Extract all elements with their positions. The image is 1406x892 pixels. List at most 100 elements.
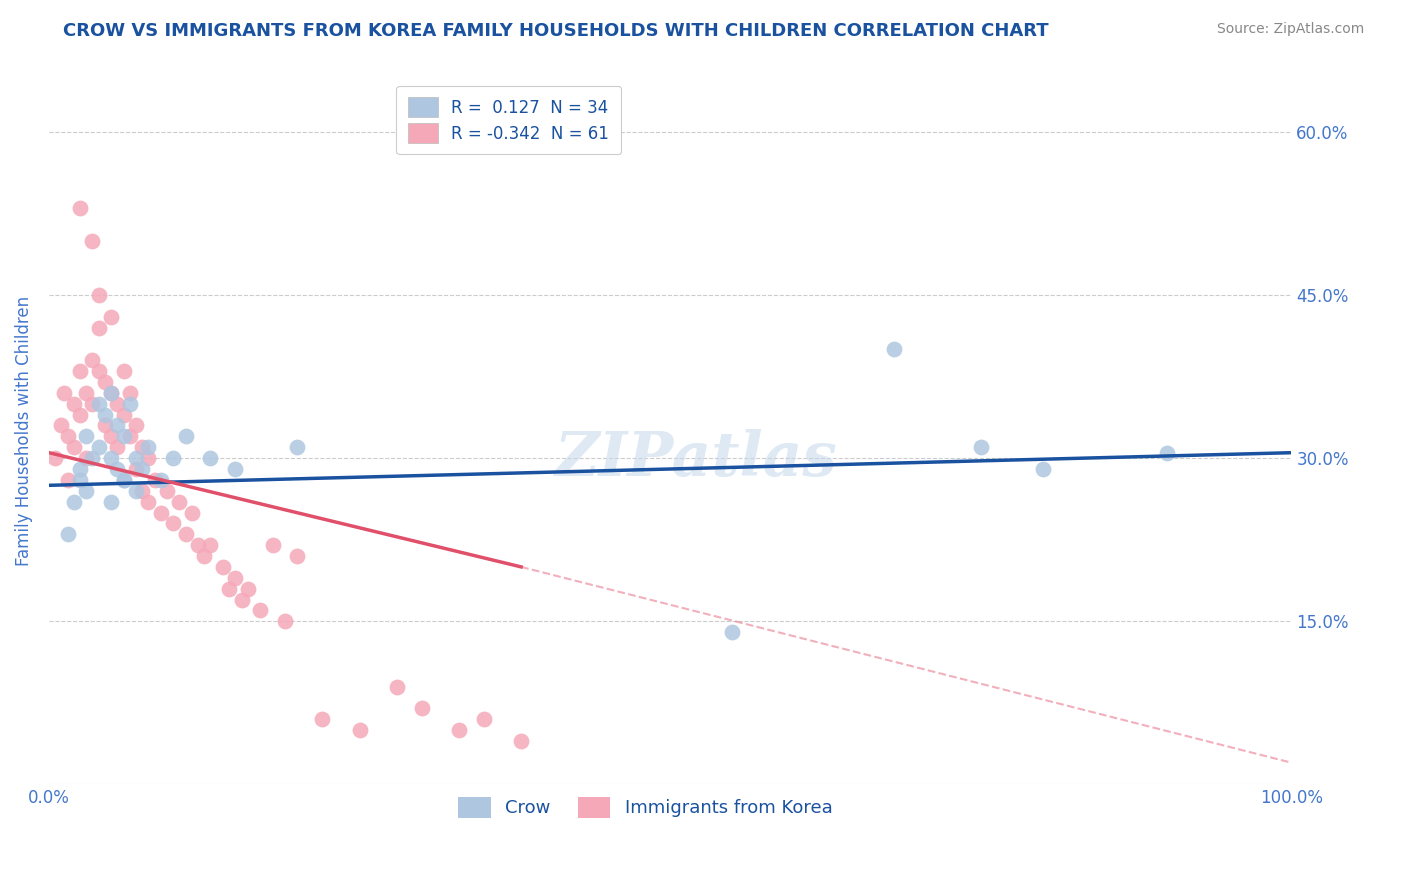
Point	[105, 440, 128, 454]
Point	[87, 288, 110, 302]
Point	[180, 506, 202, 520]
Point	[118, 429, 141, 443]
Point	[274, 614, 297, 628]
Point	[249, 603, 271, 617]
Point	[169, 494, 191, 508]
Point	[100, 429, 122, 443]
Point	[125, 462, 148, 476]
Point	[212, 560, 235, 574]
Point	[131, 440, 153, 454]
Point	[94, 418, 117, 433]
Point	[105, 462, 128, 476]
Point	[970, 440, 993, 454]
Point	[162, 451, 184, 466]
Point	[112, 408, 135, 422]
Point	[287, 549, 309, 563]
Point	[187, 538, 209, 552]
Point	[56, 527, 79, 541]
Point	[94, 408, 117, 422]
Point	[69, 408, 91, 422]
Point	[349, 723, 371, 737]
Point	[82, 451, 104, 466]
Point	[75, 429, 97, 443]
Y-axis label: Family Households with Children: Family Households with Children	[15, 296, 32, 566]
Point	[75, 483, 97, 498]
Point	[721, 625, 744, 640]
Point	[200, 538, 222, 552]
Point	[218, 582, 240, 596]
Point	[112, 364, 135, 378]
Point	[143, 473, 166, 487]
Point	[51, 418, 73, 433]
Point	[56, 473, 79, 487]
Point	[69, 462, 91, 476]
Point	[131, 483, 153, 498]
Point	[100, 385, 122, 400]
Point	[100, 494, 122, 508]
Point	[149, 506, 172, 520]
Point	[138, 440, 160, 454]
Point	[472, 712, 495, 726]
Point	[156, 483, 179, 498]
Point	[262, 538, 284, 552]
Point	[224, 571, 246, 585]
Point	[105, 418, 128, 433]
Point	[105, 397, 128, 411]
Point	[125, 483, 148, 498]
Point	[87, 397, 110, 411]
Point	[94, 375, 117, 389]
Point	[447, 723, 470, 737]
Point	[69, 473, 91, 487]
Point	[125, 418, 148, 433]
Point	[44, 451, 66, 466]
Point	[75, 451, 97, 466]
Point	[112, 473, 135, 487]
Point	[87, 440, 110, 454]
Point	[82, 353, 104, 368]
Point	[224, 462, 246, 476]
Point	[311, 712, 333, 726]
Point	[174, 527, 197, 541]
Point	[231, 592, 253, 607]
Point	[100, 451, 122, 466]
Point	[411, 701, 433, 715]
Point	[193, 549, 215, 563]
Point	[200, 451, 222, 466]
Point	[138, 494, 160, 508]
Point	[63, 494, 86, 508]
Point	[287, 440, 309, 454]
Point	[82, 234, 104, 248]
Point	[82, 397, 104, 411]
Point	[1032, 462, 1054, 476]
Point	[1156, 445, 1178, 459]
Point	[149, 473, 172, 487]
Point	[138, 451, 160, 466]
Point	[112, 473, 135, 487]
Point	[63, 397, 86, 411]
Text: CROW VS IMMIGRANTS FROM KOREA FAMILY HOUSEHOLDS WITH CHILDREN CORRELATION CHART: CROW VS IMMIGRANTS FROM KOREA FAMILY HOU…	[63, 22, 1049, 40]
Point	[118, 397, 141, 411]
Text: Source: ZipAtlas.com: Source: ZipAtlas.com	[1216, 22, 1364, 37]
Point	[69, 201, 91, 215]
Point	[52, 385, 75, 400]
Point	[69, 364, 91, 378]
Legend: Crow, Immigrants from Korea: Crow, Immigrants from Korea	[451, 789, 839, 825]
Point	[112, 429, 135, 443]
Point	[118, 385, 141, 400]
Point	[56, 429, 79, 443]
Text: ZIPatlas: ZIPatlas	[554, 429, 837, 489]
Point	[75, 385, 97, 400]
Point	[63, 440, 86, 454]
Point	[162, 516, 184, 531]
Point	[883, 343, 905, 357]
Point	[131, 462, 153, 476]
Point	[87, 320, 110, 334]
Point	[385, 680, 408, 694]
Point	[510, 734, 533, 748]
Point	[100, 310, 122, 324]
Point	[125, 451, 148, 466]
Point	[87, 364, 110, 378]
Point	[236, 582, 259, 596]
Point	[174, 429, 197, 443]
Point	[100, 385, 122, 400]
